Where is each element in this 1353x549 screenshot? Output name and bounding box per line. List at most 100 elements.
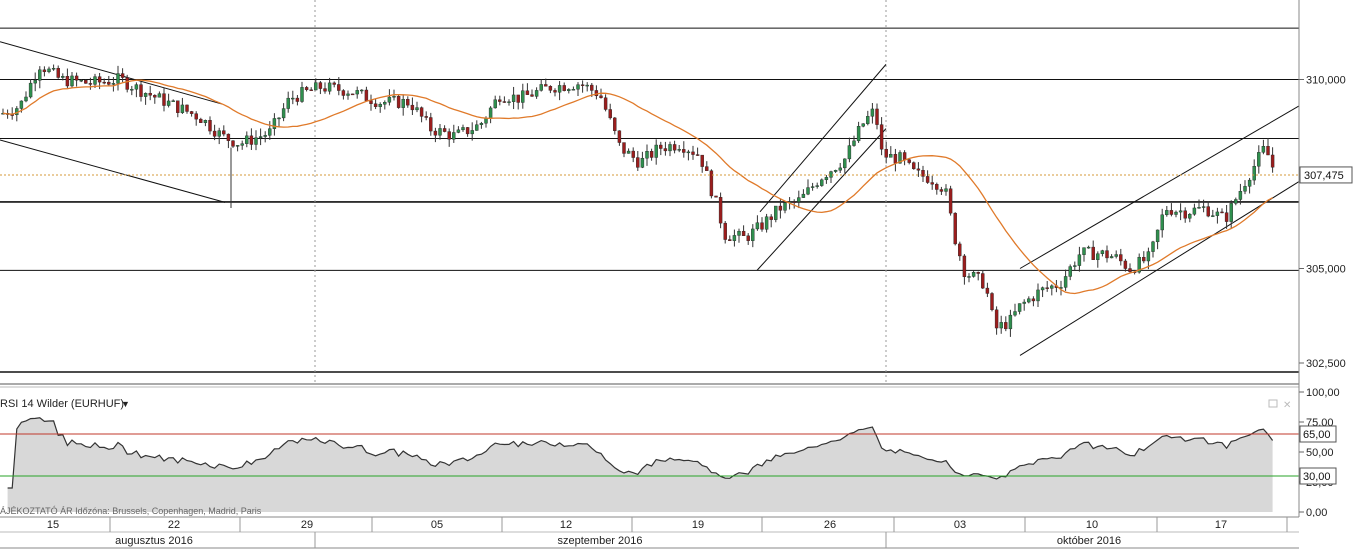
candle-body xyxy=(1229,203,1233,222)
candle-body xyxy=(157,93,162,98)
candle-body xyxy=(1128,268,1132,272)
trend-line[interactable] xyxy=(759,64,887,213)
candle-body xyxy=(530,94,534,97)
candle-body xyxy=(944,188,948,192)
candle-body xyxy=(309,89,313,91)
candle-body xyxy=(521,90,525,103)
trend-line[interactable] xyxy=(1019,181,1300,356)
candle-body xyxy=(539,84,543,91)
candle-body xyxy=(346,93,350,96)
panel-separator[interactable] xyxy=(0,383,1353,387)
candle-body xyxy=(1086,246,1091,249)
candle-body xyxy=(668,144,672,152)
candle-body xyxy=(1022,301,1026,304)
trend-line[interactable] xyxy=(0,139,226,203)
candle-body xyxy=(1220,211,1224,214)
close-icon[interactable]: ✕ xyxy=(1283,400,1291,411)
candle-body xyxy=(116,73,120,84)
candle-body xyxy=(166,100,171,106)
candle-body xyxy=(1073,265,1077,267)
candle-body xyxy=(42,69,47,73)
candle-body xyxy=(525,90,530,95)
candle-body xyxy=(856,126,861,142)
candle-body xyxy=(438,128,442,136)
candle-body xyxy=(682,149,686,153)
candle-body xyxy=(461,127,465,131)
candle-body xyxy=(300,87,304,102)
candle-body xyxy=(1151,241,1155,252)
candle-body xyxy=(870,108,875,117)
trend-line[interactable] xyxy=(756,128,887,271)
candle-body xyxy=(1045,287,1049,289)
day-label: 26 xyxy=(824,519,836,531)
day-label: 17 xyxy=(1215,519,1227,531)
candle-body xyxy=(939,189,944,192)
rsi-tick-label: 50,00 xyxy=(1306,447,1334,459)
trend-line[interactable] xyxy=(1019,105,1300,269)
candle-body xyxy=(318,82,323,89)
candle-body xyxy=(327,82,332,92)
candle-body xyxy=(626,150,631,154)
candle-body xyxy=(28,82,33,98)
current-price-label: 307,475 xyxy=(1304,170,1344,182)
candle-body xyxy=(755,222,760,230)
candle-body xyxy=(971,272,976,277)
candle-body xyxy=(1178,210,1183,213)
trend-lines[interactable] xyxy=(0,41,1300,356)
candle-body xyxy=(898,152,902,164)
candle-body xyxy=(143,92,148,97)
candle-body xyxy=(608,109,612,119)
candle-body xyxy=(617,130,622,143)
candle-body xyxy=(332,82,336,85)
chevron-down-icon[interactable]: ▼ xyxy=(121,399,130,409)
candle-body xyxy=(1050,285,1054,289)
candle-body xyxy=(672,144,677,151)
candle-body xyxy=(999,322,1003,329)
price-panel[interactable] xyxy=(0,0,1300,383)
candle-body xyxy=(111,83,116,85)
candle-body xyxy=(994,309,999,329)
trend-line[interactable] xyxy=(0,41,223,105)
candle-body xyxy=(1155,229,1160,243)
candle-body xyxy=(470,130,474,135)
candle-body xyxy=(907,159,911,163)
candle-body xyxy=(760,222,764,230)
candle-body xyxy=(718,197,723,224)
candle-body xyxy=(700,154,704,167)
candle-body xyxy=(1188,214,1192,219)
price-axis[interactable]: 310,000 305,000 302,500 307,475 xyxy=(1299,75,1353,371)
candle-body xyxy=(732,235,737,241)
maximize-icon[interactable] xyxy=(1268,399,1278,408)
candle-body xyxy=(217,130,221,137)
candle-body xyxy=(810,186,815,188)
candle-body xyxy=(962,255,967,278)
candle-body xyxy=(1238,191,1243,200)
candle-body xyxy=(452,132,456,140)
candle-body xyxy=(737,230,741,236)
candle-body xyxy=(387,96,392,103)
candle-body xyxy=(24,96,28,102)
candle-body xyxy=(1211,215,1215,217)
rsi-level-label: 30,00 xyxy=(1303,471,1331,483)
candle-body xyxy=(148,92,152,96)
candle-body xyxy=(189,111,194,114)
time-axis[interactable]: 15 22 29 05 12 19 26 03 10 17 augusztus 2016 szepte… xyxy=(47,517,1288,548)
candle-body xyxy=(1257,152,1261,167)
candle-body xyxy=(567,89,571,91)
candle-body xyxy=(1109,256,1114,259)
candle-body xyxy=(553,90,557,93)
candle-body xyxy=(866,116,870,124)
candle-body xyxy=(383,102,387,105)
candle-body xyxy=(820,179,824,186)
candle-body xyxy=(212,130,217,137)
price-tick-label: 302,500 xyxy=(1306,358,1346,370)
candle-body xyxy=(475,124,479,131)
candle-body xyxy=(723,222,727,240)
candle-body xyxy=(580,84,585,86)
candle-body xyxy=(392,96,396,98)
rsi-panel[interactable]: RSI 14 Wilder (EURHUF) ▼ ✕ ÁJÉKOZTATÓ ÁR… xyxy=(0,398,1299,516)
day-label: 12 xyxy=(560,519,572,531)
candle-body xyxy=(1096,253,1100,260)
candle-body xyxy=(985,287,990,294)
